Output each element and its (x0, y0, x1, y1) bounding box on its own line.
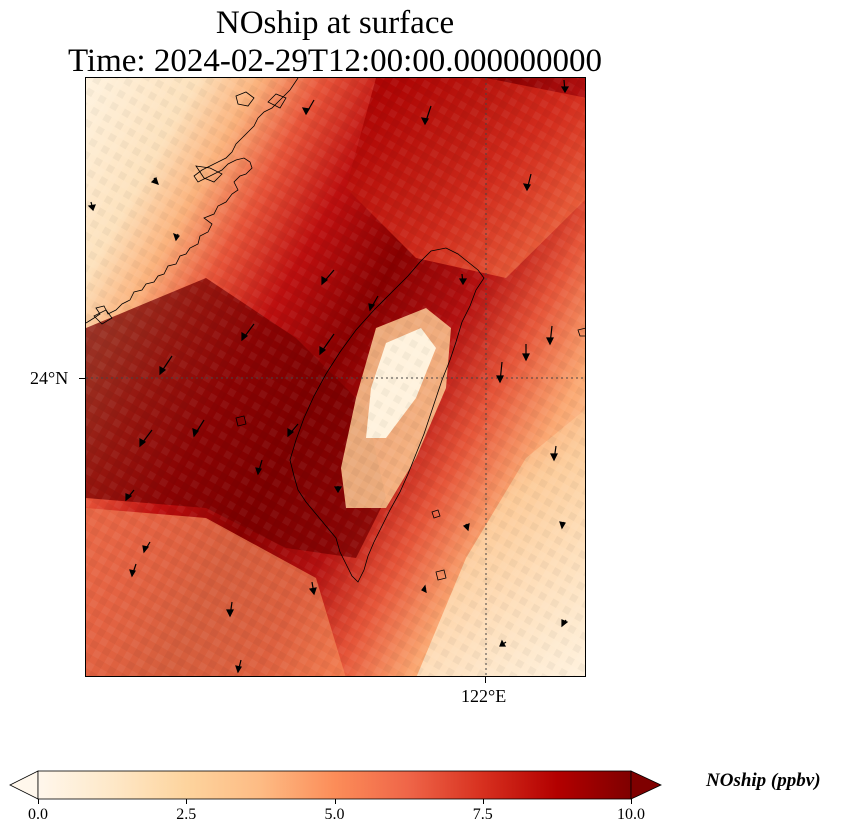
coastline-china-islands (93, 91, 287, 325)
map-title-line2: Time: 2024-02-29T12:00:00.000000000 (67, 43, 603, 79)
wind-vectors (87, 79, 570, 674)
lat-tick-label: 24°N (30, 368, 69, 388)
colorbar-tick-label: 0.0 (28, 806, 48, 823)
colorbar-tick-mark (482, 799, 484, 804)
colorbar-tick-mark (631, 799, 632, 804)
lat-tick-mark (79, 378, 85, 379)
noship-concentration-map (86, 78, 585, 676)
map-title-line1: NOship at surface (215, 5, 455, 41)
colorbar-tick-mark (186, 799, 188, 804)
colorbar-tick-mark (334, 799, 336, 804)
coastline-china (86, 78, 299, 324)
colorbar-tick-label: 5.0 (324, 806, 345, 823)
colorbar-tick-label: 10.0 (617, 806, 645, 823)
colorbar-tick-mark (38, 799, 39, 804)
colorbar-body (37, 770, 632, 800)
map-panel (85, 77, 586, 677)
colorbar-label: NOship (ppbv) (706, 770, 821, 791)
colorbar-tick-label: 2.5 (176, 806, 197, 823)
colorbar (9, 770, 662, 800)
coastline-small-islands (235, 327, 585, 581)
lon-tick-mark (485, 677, 486, 683)
coastline-taiwan (289, 247, 485, 583)
colorbar-extend-min (9, 770, 39, 800)
colorbar-tick-label: 7.5 (472, 806, 493, 823)
colorbar-extend-max (630, 770, 662, 800)
lon-tick-label: 122°E (461, 686, 507, 706)
